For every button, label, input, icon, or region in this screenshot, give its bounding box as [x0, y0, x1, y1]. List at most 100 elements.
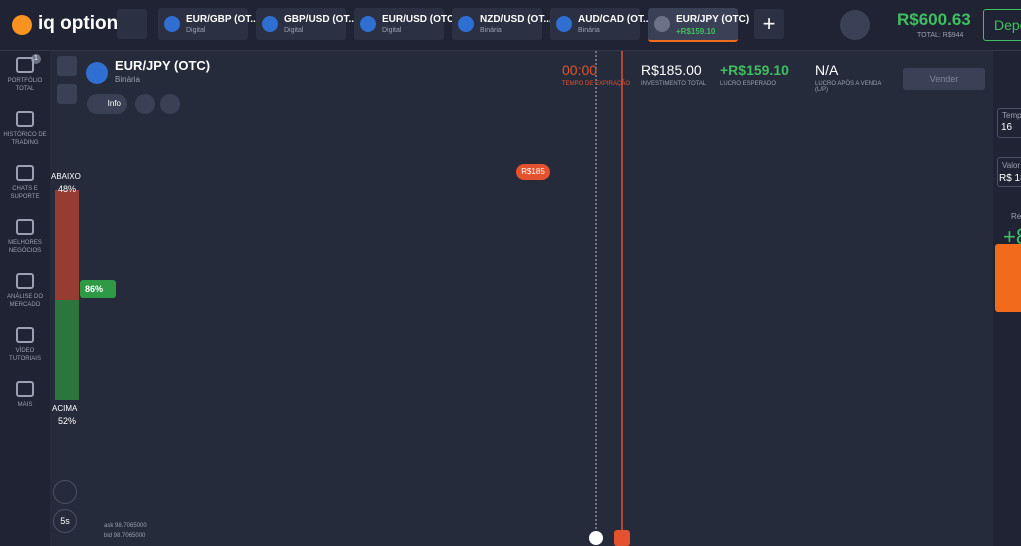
- down-label: ABAIXO: [51, 172, 81, 181]
- sidebar-item[interactable]: ANÁLISE DO MERCADO: [0, 273, 50, 309]
- trade-stat: +R$159.10 LUCRO ESPERADO: [720, 62, 800, 87]
- stat-value: N/A: [815, 62, 839, 78]
- time-label: Temp: [1002, 111, 1021, 120]
- sidebar-item[interactable]: PORTFÓLIO TOTAL: [0, 57, 50, 93]
- chart-type-button[interactable]: [53, 480, 77, 504]
- amount-label: Valor: [1002, 161, 1021, 170]
- tab-sub: Binária: [578, 27, 600, 34]
- asset-type: Binária: [115, 75, 140, 84]
- timer-icon: [589, 531, 603, 545]
- bid: bid 98.7065000: [104, 533, 146, 539]
- amount-value[interactable]: R$ 18: [999, 173, 1021, 184]
- sidebar-icon: [16, 327, 34, 343]
- stat-label: LUCRO APÓS A VENDA (L/P): [815, 81, 882, 93]
- tab-sub: Binária: [480, 27, 502, 34]
- trade-stat: 00:00 TEMPO DE EXPIRAÇÃO: [562, 62, 642, 87]
- sidebar-icon: [16, 165, 34, 181]
- sidebar-label: HISTÓRICO DE TRADING: [3, 132, 47, 146]
- stat-value: +R$159.10: [720, 62, 789, 78]
- right-panel: Temp 16 Valor R$ 18 Re +8 +R$: [993, 51, 1021, 546]
- time-value[interactable]: 16: [1001, 122, 1013, 133]
- asset-tab[interactable]: EUR/USD (OTC) Digital: [354, 8, 458, 40]
- sidebar-item[interactable]: HISTÓRICO DE TRADING: [0, 111, 50, 147]
- sidebar-label: ANÁLISE DO MERCADO: [6, 294, 43, 308]
- trade-stat: R$185.00 INVESTIMENTO TOTAL: [641, 62, 721, 87]
- sidebar-item[interactable]: CHATS E SUPORTE: [0, 165, 50, 201]
- tab-sub: Digital: [186, 27, 206, 34]
- up-pct: 52%: [58, 416, 77, 426]
- sidebar-item[interactable]: MELHORES NEGÓCIOS: [0, 219, 50, 255]
- down-pct: 48%: [58, 184, 77, 194]
- logo-icon: [12, 15, 32, 35]
- tab-name: EUR/USD (OTC): [382, 14, 458, 25]
- current-pct: 86%: [80, 280, 116, 298]
- stat-value: 00:00: [562, 62, 598, 78]
- deposit-button[interactable]: Depo: [983, 9, 1021, 41]
- asset-tab[interactable]: AUD/CAD (OT... Binária: [550, 8, 651, 40]
- sidebar-icon: [16, 57, 34, 73]
- stat-label: LUCRO ESPERADO: [720, 81, 777, 87]
- tab-sub: Digital: [284, 27, 304, 34]
- chart-bg: [50, 51, 1021, 546]
- up-label: ACIMA: [52, 404, 78, 413]
- sidebar-item[interactable]: VÍDEO TUTORIAIS: [0, 327, 50, 363]
- trade-tag: R$185: [516, 164, 550, 180]
- sidebar-icon: [16, 111, 34, 127]
- close-button[interactable]: [57, 56, 77, 76]
- total: TOTAL: R$944: [917, 32, 964, 39]
- asset-tab[interactable]: GBP/USD (OT... Digital: [256, 8, 357, 40]
- tools-button[interactable]: [57, 84, 77, 104]
- tab-sub: +R$159.10: [676, 27, 716, 36]
- tab-flag: [556, 16, 572, 32]
- ask: ask 98.7065000: [104, 523, 147, 529]
- period-button[interactable]: 5s: [53, 509, 77, 533]
- sidebar-label: MELHORES NEGÓCIOS: [8, 240, 42, 254]
- sidebar-icon: [16, 219, 34, 235]
- tab-flag: [654, 16, 670, 32]
- sidebar: 1 PORTFÓLIO TOTAL HISTÓRICO DE TRADING CHA…: [0, 51, 50, 546]
- sidebar-label: MAIS: [17, 402, 33, 408]
- sidebar-label: PORTFÓLIO TOTAL: [7, 78, 43, 92]
- asset-flag: [86, 62, 108, 84]
- stat-label: TEMPO DE EXPIRAÇÃO: [562, 81, 631, 87]
- profit-label: Re: [1011, 212, 1021, 221]
- asset-tab[interactable]: NZD/USD (OT... Binária: [452, 8, 552, 40]
- tab-name: AUD/CAD (OT...: [578, 14, 652, 25]
- trade-stat: N/A LUCRO APÓS A VENDA (L/P): [815, 62, 895, 93]
- sidebar-icon: [16, 381, 34, 397]
- camera-button[interactable]: [840, 10, 870, 40]
- sidebar-label: VÍDEO TUTORIAIS: [9, 348, 41, 362]
- sidebar-label: CHATS E SUPORTE: [10, 186, 40, 200]
- grid-button[interactable]: [117, 9, 147, 39]
- profit-pct: +8: [1003, 224, 1021, 249]
- sidebar-item[interactable]: MAIS: [0, 381, 50, 409]
- tab-flag: [262, 16, 278, 32]
- top-bar: iq option EUR/GBP (OT... Digital GBP/USD (…: [0, 0, 1021, 51]
- tab-flag: [458, 16, 474, 32]
- tab-name: NZD/USD (OT...: [480, 14, 552, 25]
- tab-name: EUR/JPY (OTC): [676, 14, 750, 25]
- tab-flag: [164, 16, 180, 32]
- sidebar-icon: [16, 273, 34, 289]
- asset-name[interactable]: EUR/JPY (OTC): [115, 58, 211, 73]
- tab-sub: Digital: [382, 27, 402, 34]
- favorite-button[interactable]: [160, 94, 180, 114]
- stat-label: INVESTIMENTO TOTAL: [641, 81, 707, 87]
- alert-button[interactable]: [135, 94, 155, 114]
- asset-tab[interactable]: EUR/GBP (OT... Digital: [158, 8, 259, 40]
- stat-value: R$185.00: [641, 62, 702, 78]
- logo: iq option: [38, 13, 119, 34]
- tab-flag: [360, 16, 376, 32]
- up-bar: [55, 300, 79, 400]
- add-tab[interactable]: +: [754, 9, 784, 39]
- tab-name: EUR/GBP (OT...: [186, 14, 259, 25]
- sell-button[interactable]: Vender: [903, 68, 985, 90]
- asset-tab[interactable]: EUR/JPY (OTC) +R$159.10: [648, 8, 749, 42]
- balance[interactable]: R$600.63: [897, 10, 971, 29]
- tab-name: GBP/USD (OT...: [284, 14, 357, 25]
- info-button[interactable]: Info: [87, 94, 127, 114]
- call-button[interactable]: [995, 244, 1021, 312]
- flag-icon: [614, 530, 630, 546]
